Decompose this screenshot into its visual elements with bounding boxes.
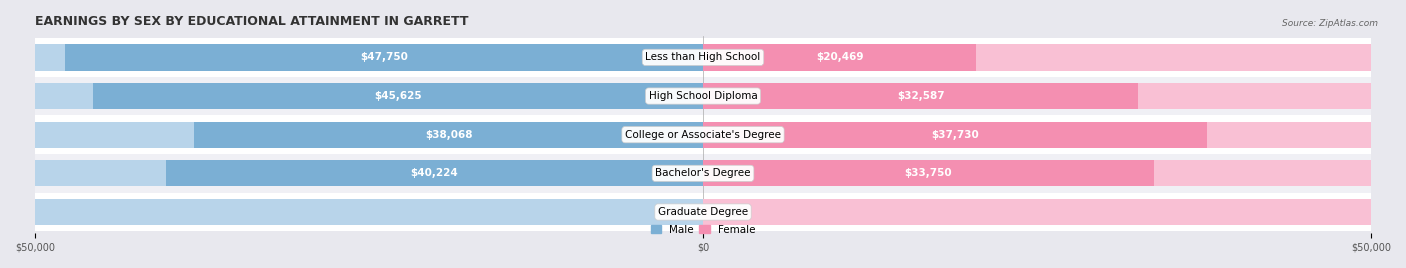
Bar bbox=[35, 77, 1371, 115]
Bar bbox=[703, 122, 1371, 148]
Text: $37,730: $37,730 bbox=[931, 130, 979, 140]
Bar bbox=[93, 83, 703, 109]
Bar bbox=[703, 160, 1154, 187]
Bar bbox=[35, 38, 1371, 77]
Bar bbox=[35, 160, 703, 187]
Bar bbox=[35, 83, 703, 109]
Bar bbox=[35, 154, 1371, 193]
Bar bbox=[65, 44, 703, 70]
Text: $38,068: $38,068 bbox=[425, 130, 472, 140]
Text: College or Associate's Degree: College or Associate's Degree bbox=[626, 130, 780, 140]
Text: Bachelor's Degree: Bachelor's Degree bbox=[655, 168, 751, 178]
Bar bbox=[35, 122, 703, 148]
Bar bbox=[703, 83, 1139, 109]
Text: $33,750: $33,750 bbox=[904, 168, 952, 178]
Bar bbox=[703, 44, 1371, 70]
Bar bbox=[703, 44, 976, 70]
Text: $47,750: $47,750 bbox=[360, 52, 408, 62]
Bar bbox=[703, 160, 1371, 187]
Text: Graduate Degree: Graduate Degree bbox=[658, 207, 748, 217]
Bar bbox=[703, 199, 1371, 225]
Bar bbox=[35, 199, 703, 225]
Bar bbox=[35, 115, 1371, 154]
Legend: Male, Female: Male, Female bbox=[647, 222, 759, 238]
Bar bbox=[194, 122, 703, 148]
Bar bbox=[35, 44, 703, 70]
Text: $45,625: $45,625 bbox=[374, 91, 422, 101]
Text: $32,587: $32,587 bbox=[897, 91, 945, 101]
Text: $40,224: $40,224 bbox=[411, 168, 458, 178]
Bar bbox=[703, 83, 1371, 109]
Text: Source: ZipAtlas.com: Source: ZipAtlas.com bbox=[1282, 19, 1378, 28]
Text: High School Diploma: High School Diploma bbox=[648, 91, 758, 101]
Bar bbox=[166, 160, 703, 187]
Bar bbox=[35, 193, 1371, 231]
Text: EARNINGS BY SEX BY EDUCATIONAL ATTAINMENT IN GARRETT: EARNINGS BY SEX BY EDUCATIONAL ATTAINMEN… bbox=[35, 15, 468, 28]
Text: $0: $0 bbox=[730, 207, 742, 217]
Text: Less than High School: Less than High School bbox=[645, 52, 761, 62]
Bar bbox=[703, 122, 1208, 148]
Text: $20,469: $20,469 bbox=[815, 52, 863, 62]
Text: $0: $0 bbox=[664, 207, 676, 217]
